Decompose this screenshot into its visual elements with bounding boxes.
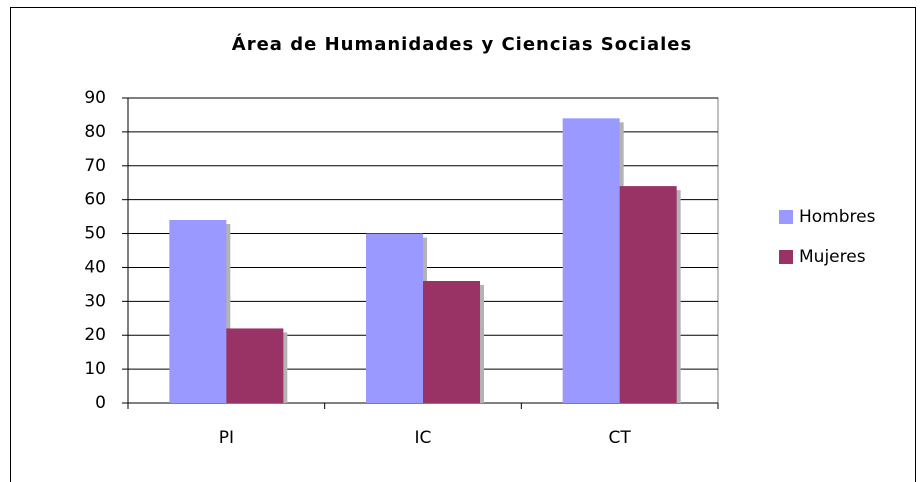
chart-title: Área de Humanidades y Ciencias Sociales: [232, 33, 692, 55]
y-tick-label: 40: [84, 257, 106, 277]
x-tick-label: PI: [219, 428, 234, 448]
legend-label: Hombres: [799, 207, 876, 227]
y-tick-label: 30: [84, 291, 106, 311]
y-tick-label: 70: [84, 156, 106, 176]
y-tick-label: 50: [84, 224, 106, 244]
y-tick-label: 80: [84, 122, 106, 142]
y-tick-label: 10: [84, 359, 106, 379]
bar: [366, 233, 423, 403]
bar: [169, 220, 227, 403]
y-tick-label: 0: [95, 393, 106, 413]
bar: [423, 281, 480, 403]
bar: [562, 118, 620, 403]
bar: [619, 186, 677, 403]
y-tick-label: 60: [84, 190, 106, 210]
y-tick-label: 90: [84, 88, 106, 108]
x-tick-label: CT: [609, 428, 632, 448]
y-tick-label: 20: [84, 325, 106, 345]
legend-label: Mujeres: [799, 247, 866, 267]
x-tick-label: IC: [415, 428, 432, 448]
legend-swatch: [779, 210, 793, 224]
legend-swatch: [779, 250, 793, 264]
bar: [226, 328, 284, 403]
